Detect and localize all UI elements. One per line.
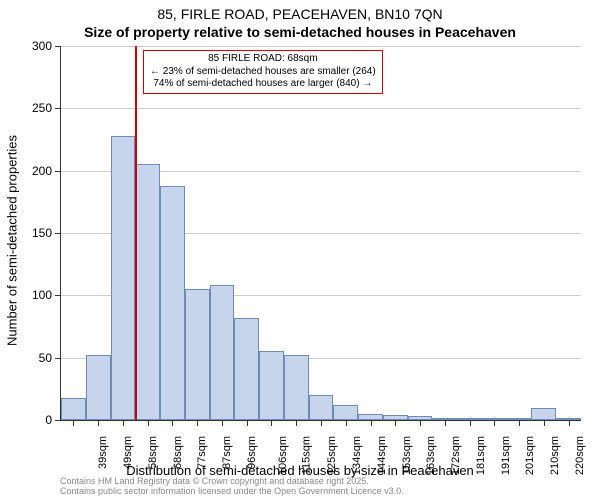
x-tick [123,420,124,426]
y-tick [55,420,61,421]
x-tick [197,420,198,426]
x-tick [519,420,520,426]
x-tick [569,420,570,426]
x-tick-label: 77sqm [196,436,208,469]
x-tick [371,420,372,426]
gridline [61,46,581,47]
x-tick [148,420,149,426]
x-tick [98,420,99,426]
histogram-bar [185,289,210,420]
x-tick [395,420,396,426]
x-tick-label: 134sqm [351,436,363,475]
chart-plot-area: 85 FIRLE ROAD: 68sqm← 23% of semi-detach… [60,46,581,421]
x-tick [494,420,495,426]
x-tick-label: 220sqm [574,436,586,475]
histogram-bar [61,398,86,420]
footnote-line-2: Contains public sector information licen… [60,487,404,497]
title-subtitle: Size of property relative to semi-detach… [0,24,600,40]
histogram-bar [259,351,284,420]
histogram-bar [135,164,160,420]
title-address: 85, FIRLE ROAD, PEACEHAVEN, BN10 7QN [0,6,600,22]
x-tick [544,420,545,426]
x-tick-label: 106sqm [277,436,289,475]
histogram-bar [111,136,136,420]
x-tick-label: 125sqm [326,436,338,475]
x-tick-label: 191sqm [500,436,512,475]
x-tick-label: 144sqm [376,436,388,475]
annotation-line-3: 74% of semi-detached houses are larger (… [150,78,376,91]
y-tick [55,233,61,234]
y-tick-label: 250 [12,101,52,115]
x-tick-label: 153sqm [401,436,413,475]
footnote: Contains HM Land Registry data © Crown c… [60,477,404,497]
annotation-box: 85 FIRLE ROAD: 68sqm← 23% of semi-detach… [143,50,383,94]
annotation-line-1: 85 FIRLE ROAD: 68sqm [150,53,376,66]
x-tick [271,420,272,426]
x-tick-label: 210sqm [549,436,561,475]
y-tick-label: 100 [12,288,52,302]
histogram-bar [309,395,334,420]
x-tick [73,420,74,426]
x-tick [470,420,471,426]
x-tick [222,420,223,426]
histogram-bar [160,186,185,420]
x-tick-label: 172sqm [450,436,462,475]
x-tick-label: 58sqm [147,436,159,469]
y-tick-label: 0 [12,413,52,427]
y-tick [55,295,61,296]
y-tick [55,358,61,359]
histogram-bar [210,285,235,420]
histogram-bar [531,408,556,420]
annotation-line-2: ← 23% of semi-detached houses are smalle… [150,66,376,79]
property-marker-line [135,46,137,420]
x-tick-label: 96sqm [246,436,258,469]
y-tick [55,108,61,109]
x-tick [346,420,347,426]
x-tick-label: 163sqm [425,436,437,475]
histogram-bar [234,318,259,420]
x-tick-label: 87sqm [221,436,233,469]
histogram-bar [86,355,111,420]
x-tick [321,420,322,426]
y-tick-label: 50 [12,351,52,365]
x-tick [296,420,297,426]
x-tick-label: 49sqm [122,436,134,469]
y-tick-label: 200 [12,164,52,178]
gridline [61,108,581,109]
x-tick [172,420,173,426]
x-tick-label: 181sqm [475,436,487,475]
x-tick-label: 39sqm [97,436,109,469]
histogram-bar [333,405,358,420]
x-tick [420,420,421,426]
y-tick-label: 300 [12,39,52,53]
x-tick-label: 115sqm [301,436,313,474]
x-tick [247,420,248,426]
x-tick [445,420,446,426]
histogram-bar [284,355,309,420]
y-tick [55,46,61,47]
y-tick-label: 150 [12,226,52,240]
y-tick [55,171,61,172]
x-tick-label: 68sqm [172,436,184,469]
x-tick-label: 201sqm [524,436,536,475]
